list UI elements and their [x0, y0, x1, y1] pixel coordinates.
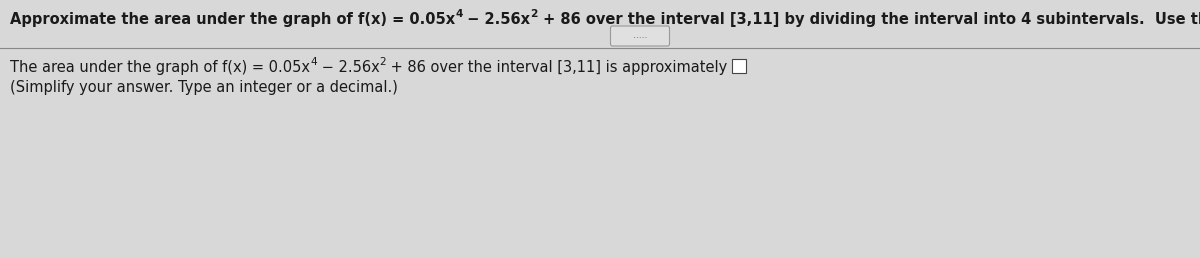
- Text: + 86 over the interval [3,11] is approximately: + 86 over the interval [3,11] is approxi…: [386, 60, 732, 75]
- Bar: [732, 59, 746, 73]
- Text: − 2.56x: − 2.56x: [462, 12, 530, 27]
- Text: − 2.56x: − 2.56x: [317, 60, 379, 75]
- Text: Approximate the area under the graph of f(x) = 0.05x: Approximate the area under the graph of …: [10, 12, 455, 27]
- Text: + 86 over the interval [3,11] by dividing the interval into 4 subintervals.  Use: + 86 over the interval [3,11] by dividin…: [538, 12, 1200, 27]
- Text: 2: 2: [530, 9, 538, 19]
- Text: 4: 4: [310, 57, 317, 67]
- Text: .....: .....: [632, 31, 647, 41]
- FancyBboxPatch shape: [611, 26, 670, 46]
- Text: 4: 4: [455, 9, 462, 19]
- Text: (Simplify your answer. Type an integer or a decimal.): (Simplify your answer. Type an integer o…: [10, 80, 398, 95]
- Text: 2: 2: [379, 57, 386, 67]
- Text: The area under the graph of f(x) = 0.05x: The area under the graph of f(x) = 0.05x: [10, 60, 310, 75]
